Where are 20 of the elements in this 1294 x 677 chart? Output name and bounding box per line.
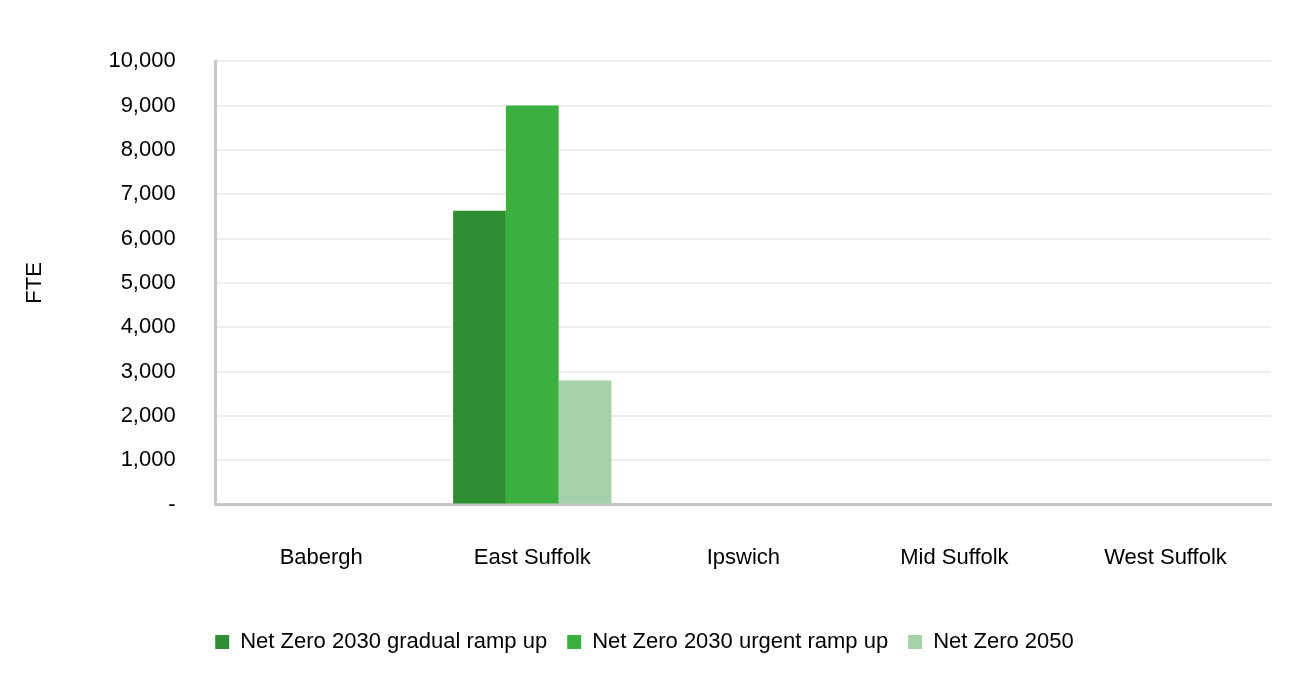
y-tick-label: 1,000 [120, 446, 176, 472]
x-tick-label: Mid Suffolk [900, 543, 1010, 569]
x-tick-label: Ipswich [706, 543, 781, 569]
y-tick-label: - [168, 490, 176, 516]
y-tick-label: 10,000 [108, 47, 176, 73]
y-tick-label: 2,000 [120, 401, 176, 427]
y-tick-label: 5,000 [120, 268, 176, 294]
y-tick-label: 3,000 [120, 357, 176, 383]
y-tick-label: 7,000 [120, 180, 176, 206]
legend-label: Net Zero 2030 urgent ramp up [592, 628, 889, 654]
legend-label: Net Zero 2030 gradual ramp up [240, 628, 548, 654]
y-tick-label: 6,000 [120, 224, 176, 250]
x-tick-label: West Suffolk [1104, 543, 1228, 569]
x-tick-label: Babergh [279, 543, 363, 569]
y-tick-label: 9,000 [120, 91, 176, 117]
y-tick-label: 4,000 [120, 313, 176, 339]
y-tick-label: 8,000 [120, 135, 176, 161]
x-tick-label: East Suffolk [473, 543, 592, 569]
y-axis-title: FTE [21, 262, 47, 304]
legend-label: Net Zero 2050 [933, 628, 1074, 654]
